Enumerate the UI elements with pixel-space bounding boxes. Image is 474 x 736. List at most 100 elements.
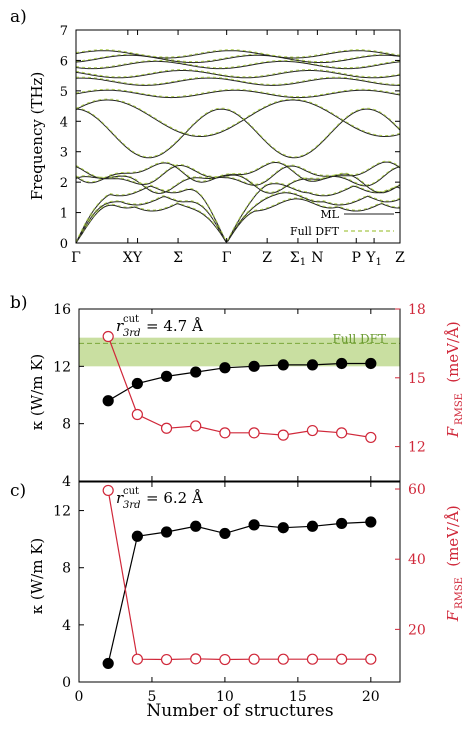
cutoff-symbol-c: r [116,489,124,507]
cutoff-value-c: = 6.2 Å [146,489,203,507]
band-ml [75,54,401,64]
frmse-point [190,653,202,665]
kappa-point [219,362,231,374]
kappa-point [365,516,377,528]
cutoff-subscript-c: 3rd [123,500,141,511]
panel-a-legend: ML Full DFT [290,208,394,238]
panel-a-xtick-label: Z [395,250,405,266]
panel-a-xtick-label: Γ [222,250,232,266]
kappa-point [248,360,260,372]
convergence-panel-b: b) Full DFT 4 8 12 16 12 15 18 r 3rd cut = 4.7… [10,293,465,490]
svg-text:F: F [444,426,462,438]
frmse-point [248,653,260,665]
kappa-point [131,377,143,390]
panel-a-axes: 0 1 2 3 4 5 6 7 Γ X Y Σ Γ Z Σ1 N P Y1 Z [60,24,405,268]
legend-dft-label: Full DFT [290,225,340,238]
xtick-label: 0 [75,689,84,705]
panel-a-ytick-label: 5 [60,85,68,100]
panel-b-ylabel-right: F RMSE (meV/Å) [444,321,465,438]
panel-a-xtick-label: N [311,250,323,266]
panel-a-ytick-label: 4 [60,115,68,130]
svg-text:(meV/Å): (meV/Å) [444,505,462,567]
band-ml [75,183,401,244]
panel-a-label: a) [10,7,27,27]
convergence-panel-c: c) 0 4 8 12 20 40 60 0 5 10 15 20 r 3rd cut = 6.2 Å… [10,481,465,721]
band-ml [75,108,401,159]
panel-a-xtick-label: Σ1 [290,250,306,268]
band-ml [75,198,400,244]
panel-a-ytick-label: 6 [60,54,68,69]
ytick-right-label: 20 [408,622,426,638]
kappa-point [190,520,202,532]
ytick-left-label: 8 [62,561,71,577]
kappa-point [306,359,319,371]
ytick-right-label: 18 [408,302,426,318]
panel-frame [78,481,401,683]
band-ml [75,192,401,244]
kappa-point [248,519,260,531]
xtick-label: 10 [216,689,234,705]
panel-a-ylabel: Frequency (THz) [28,72,46,201]
cutoff-symbol: r [116,317,124,335]
ytick-left-label: 0 [62,675,71,691]
band-ml [75,173,401,194]
full-dft-label: Full DFT [333,332,387,346]
frmse-point [365,431,377,444]
ytick-left-label: 12 [53,359,71,375]
frmse-point [306,653,319,665]
frmse-point [336,653,348,665]
band-dft [75,49,401,58]
panel-a-xtick-label: Σ [173,250,183,266]
band-dft [75,59,401,69]
ytick-left-label: 16 [53,302,71,318]
xtick-label: 15 [289,689,307,705]
panel-c-ylabel-right: F RMSE (meV/Å) [444,505,465,622]
panel-b-ylabel-left: κ (W/m K) [28,354,46,431]
kappa-line [107,362,371,402]
dispersion-bands [75,49,401,244]
band-dft [75,69,401,78]
xtick-label: 20 [362,689,380,705]
cutoff-value-b: = 4.7 Å [146,317,203,335]
frmse-point [306,424,319,437]
cutoff-subscript: 3rd [123,328,141,339]
band-dft [75,53,401,63]
band-ml [75,89,401,99]
frmse-point [219,653,231,666]
frmse-point [336,427,348,439]
panel-a-ytick-label: 1 [60,207,68,222]
band-dft [75,197,401,243]
panel-c-xlabel: Number of structures [146,701,333,721]
kappa-point [277,522,289,534]
kappa-point [336,357,348,370]
panel-a-frame [75,29,401,244]
frmse-point [102,484,114,497]
band-ml [75,161,401,184]
frmse-point [160,653,173,666]
ytick-left-label: 4 [62,474,71,490]
frmse-point [190,420,202,432]
band-ml [75,165,401,187]
kappa-point [336,517,348,530]
kappa-point [219,527,231,540]
frmse-point [219,427,231,439]
cutoff-superscript: cut [123,314,139,325]
panel-c-series [102,484,377,670]
panel-b-label: b) [10,293,28,313]
svg-text:F: F [444,610,462,622]
band-ml [75,60,401,70]
band-dft [75,164,401,186]
frmse-point [160,422,173,434]
ytick-left-label: 8 [62,417,71,433]
band-ml [75,99,401,137]
band-dft [75,88,401,98]
frmse-line [107,336,371,438]
kappa-point [190,366,202,378]
frmse-point [131,408,143,421]
panel-b-axes: 4 8 12 16 12 15 18 [53,302,426,490]
panel-b-annotation: r 3rd cut = 4.7 Å [116,314,203,339]
kappa-point [102,657,114,670]
band-ml [75,77,400,86]
frmse-point [277,429,289,441]
